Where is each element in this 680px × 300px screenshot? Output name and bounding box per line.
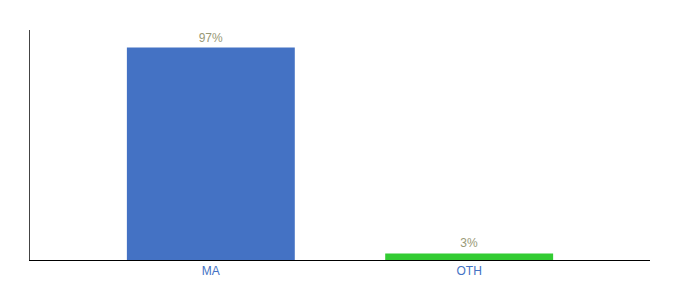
svg-text:97%: 97% <box>199 31 223 45</box>
svg-text:3%: 3% <box>460 236 478 250</box>
svg-text:OTH: OTH <box>456 264 481 278</box>
svg-text:MA: MA <box>202 264 220 278</box>
